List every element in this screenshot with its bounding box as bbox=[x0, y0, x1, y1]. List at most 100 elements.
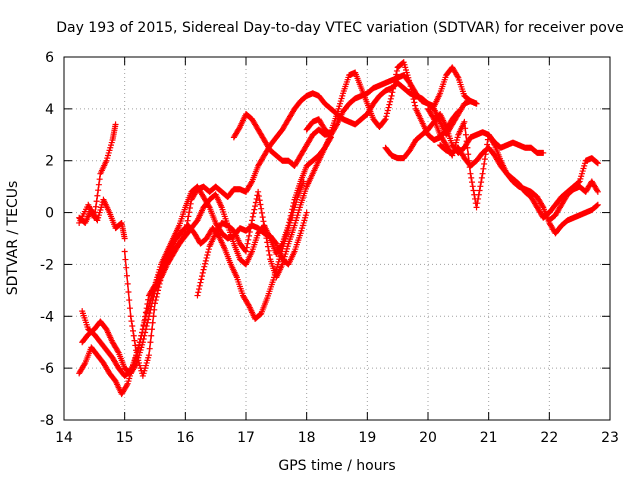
data-point bbox=[410, 96, 417, 103]
data-point bbox=[475, 191, 482, 198]
data-point bbox=[93, 198, 100, 205]
y-axis-label: SDTVAR / TECUs bbox=[5, 181, 21, 296]
data-point bbox=[198, 276, 205, 283]
data-point bbox=[478, 174, 485, 181]
data-point bbox=[261, 226, 268, 233]
series-track-e bbox=[79, 131, 334, 377]
data-point bbox=[473, 100, 480, 107]
data-point bbox=[261, 222, 268, 229]
data-point bbox=[141, 319, 148, 326]
data-point bbox=[145, 352, 152, 359]
data-point bbox=[248, 221, 255, 228]
data-point bbox=[114, 348, 121, 355]
plot-frame bbox=[63, 56, 611, 421]
data-point bbox=[260, 218, 267, 225]
data-point bbox=[455, 108, 462, 115]
x-tick-label: 14 bbox=[55, 430, 73, 446]
data-point bbox=[303, 209, 310, 216]
data-point bbox=[479, 170, 486, 177]
data-point bbox=[250, 210, 257, 217]
data-point bbox=[195, 289, 202, 296]
x-tick-label: 18 bbox=[298, 430, 316, 446]
series-track-f bbox=[76, 178, 307, 398]
data-point bbox=[128, 318, 135, 325]
x-tick-label: 19 bbox=[358, 430, 376, 446]
series-track-g bbox=[194, 134, 334, 299]
data-point bbox=[409, 92, 416, 99]
data-point bbox=[123, 264, 130, 271]
data-point bbox=[124, 280, 131, 287]
axis-ticks: 14 15 16 17 18 19 20 21 22 23 -8 -6 -4 -2 0 2 4 6 bbox=[40, 50, 619, 446]
data-point bbox=[594, 160, 601, 167]
data-point bbox=[126, 297, 133, 304]
data-point bbox=[81, 361, 88, 368]
data-point bbox=[95, 187, 102, 194]
data-point bbox=[385, 104, 392, 111]
data-point bbox=[130, 327, 137, 334]
data-point bbox=[117, 220, 124, 227]
data-point bbox=[266, 252, 273, 259]
data-point bbox=[146, 345, 153, 352]
data-point bbox=[382, 116, 389, 123]
data-point bbox=[383, 113, 390, 120]
data-point bbox=[186, 209, 193, 216]
data-point bbox=[95, 181, 102, 188]
series-track-i bbox=[303, 64, 480, 138]
data-point bbox=[490, 140, 497, 147]
data-point bbox=[148, 332, 155, 339]
chart-title: Day 193 of 2015, Sidereal Day-to-day VTE… bbox=[56, 20, 624, 36]
data-point bbox=[476, 187, 483, 194]
data-point bbox=[136, 339, 143, 346]
data-point bbox=[473, 204, 480, 211]
data-point bbox=[594, 201, 601, 208]
data-point bbox=[463, 138, 470, 145]
data-point bbox=[468, 179, 475, 186]
data-point bbox=[386, 101, 393, 108]
data-point bbox=[467, 170, 474, 177]
series-track-j bbox=[382, 111, 547, 162]
data-point bbox=[381, 117, 388, 124]
data-point bbox=[454, 73, 461, 80]
data-point bbox=[465, 151, 472, 158]
data-point bbox=[139, 329, 146, 336]
data-point bbox=[96, 176, 103, 183]
data-point bbox=[477, 183, 484, 190]
data-point bbox=[185, 213, 192, 220]
data-point bbox=[197, 279, 204, 286]
data-point bbox=[255, 193, 262, 200]
data-point bbox=[594, 187, 601, 194]
data-point bbox=[199, 269, 206, 276]
data-point bbox=[184, 217, 191, 224]
data-point bbox=[430, 114, 437, 121]
data-point bbox=[112, 121, 119, 128]
data-point bbox=[94, 192, 101, 199]
data-point bbox=[464, 144, 471, 151]
data-point bbox=[123, 381, 130, 388]
data-point bbox=[205, 246, 212, 253]
data-point bbox=[481, 156, 488, 163]
data-point bbox=[259, 214, 266, 221]
data-point bbox=[123, 272, 130, 279]
data-point bbox=[244, 240, 251, 247]
y-tick-label: 2 bbox=[45, 154, 54, 170]
series-track-d bbox=[79, 183, 310, 379]
y-tick-label: -2 bbox=[40, 257, 54, 273]
data-point bbox=[149, 319, 156, 326]
series-track-m bbox=[546, 178, 601, 224]
data-point bbox=[461, 118, 468, 125]
series-track-h bbox=[230, 59, 462, 169]
data-point bbox=[474, 200, 481, 207]
data-point bbox=[475, 195, 482, 202]
data-point bbox=[246, 232, 253, 239]
data-point bbox=[130, 332, 137, 339]
x-tick-label: 21 bbox=[480, 430, 498, 446]
data-point bbox=[264, 243, 271, 250]
data-point bbox=[594, 159, 601, 166]
data-point bbox=[462, 125, 469, 132]
data-point bbox=[246, 229, 253, 236]
data-point bbox=[203, 254, 210, 261]
data-point bbox=[202, 257, 209, 264]
data-point bbox=[245, 236, 252, 243]
data-point bbox=[243, 248, 249, 255]
data-point bbox=[256, 197, 263, 204]
